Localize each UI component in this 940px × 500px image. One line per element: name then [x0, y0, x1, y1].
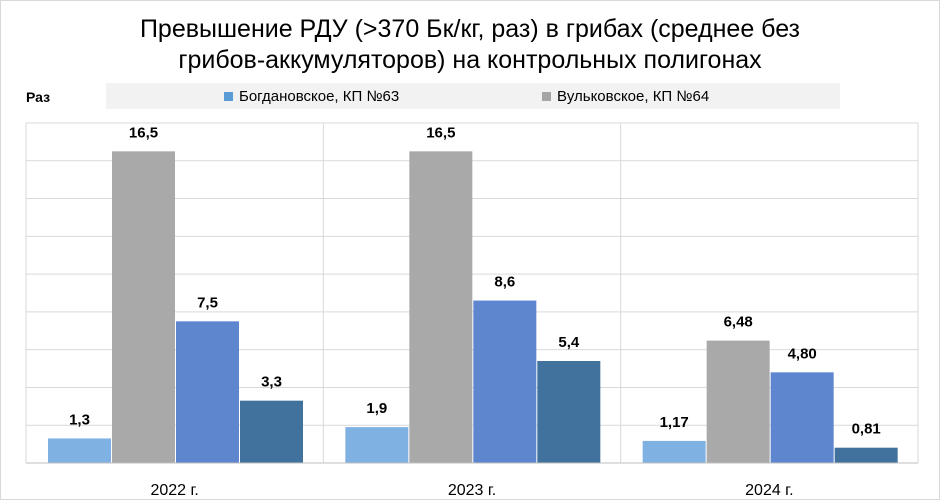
- chart-title: Превышение РДУ (>370 Бк/кг, раз) в гриба…: [0, 14, 940, 76]
- x-tick-label: 2022 г.: [150, 482, 198, 499]
- bar: [834, 447, 898, 463]
- data-label: 8,6: [494, 274, 515, 291]
- data-label: 0,81: [852, 421, 881, 438]
- legend-swatch-vulkovskoe: [542, 91, 551, 101]
- bar: [112, 151, 175, 464]
- data-label: 6,48: [724, 314, 753, 331]
- bar: [473, 300, 537, 463]
- data-label: 7,5: [197, 294, 218, 311]
- chart-title-line2: грибов-аккумуляторов) на контрольных пол…: [178, 46, 762, 74]
- data-label: 16,5: [426, 124, 455, 141]
- x-tick-label: 2024 г.: [745, 482, 793, 499]
- bar: [240, 400, 303, 463]
- data-label: 16,5: [129, 124, 158, 141]
- legend-item-bogdanovskoe: Богдановское, КП №63: [224, 83, 399, 109]
- bar: [409, 151, 473, 464]
- data-label: 5,4: [558, 334, 580, 351]
- legend-swatch-bogdanovskoe: [224, 91, 233, 101]
- data-label: 4,80: [788, 345, 817, 362]
- legend-item-vulkovskoe: Вульковское, КП №64: [542, 83, 709, 109]
- x-tick-label: 2023 г.: [448, 482, 496, 499]
- legend-label-bogdanovskoe: Богдановское, КП №63: [239, 87, 400, 105]
- legend: Богдановское, КП №63 Вульковское, КП №64: [106, 83, 840, 109]
- bar: [706, 340, 770, 463]
- bar: [176, 321, 239, 463]
- data-label: 1,9: [366, 400, 387, 417]
- data-label: 1,3: [69, 411, 90, 428]
- data-label: 1,17: [660, 414, 689, 431]
- bar: [770, 372, 834, 463]
- data-label: 3,3: [261, 374, 282, 391]
- chart-title-line1: Превышение РДУ (>370 Бк/кг, раз) в гриба…: [139, 15, 801, 43]
- bar: [642, 440, 706, 463]
- bar: [48, 438, 111, 463]
- y-axis-label: Раз: [26, 89, 51, 105]
- legend-label-vulkovskoe: Вульковское, КП №64: [557, 87, 710, 105]
- bar: [537, 361, 601, 463]
- bar: [345, 427, 409, 463]
